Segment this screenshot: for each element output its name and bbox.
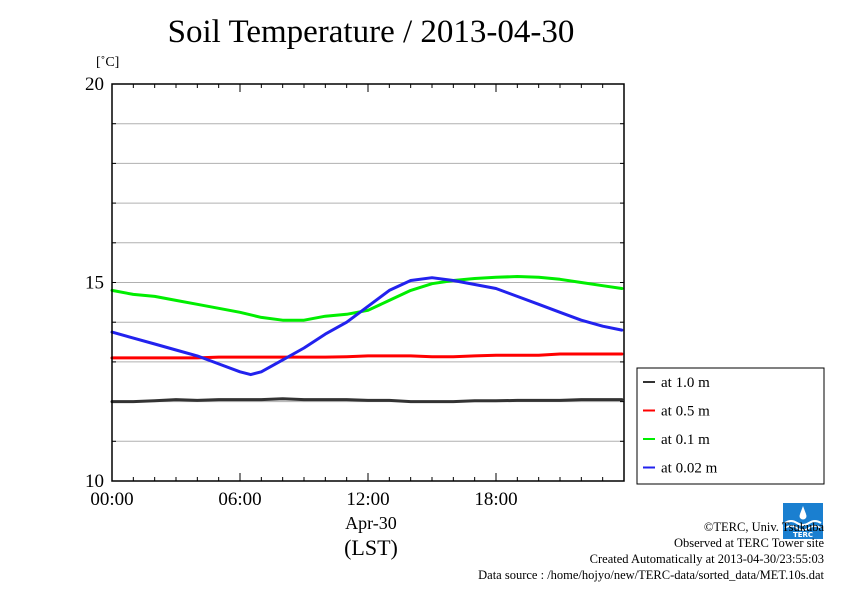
logo-text: TERC [793,531,813,539]
legend-label: at 1.0 m [661,375,710,391]
x-tick-label: 18:00 [474,489,517,510]
credit-data-source: Data source : /home/hojyo/new/TERC-data/… [478,568,824,582]
legend-box [636,367,825,485]
credit-copyright: ©TERC, Univ. Tsukuba [703,520,824,534]
x-tick-label: 00:00 [90,489,133,510]
x-tick-label: 12:00 [346,489,389,510]
x-tick-label: 06:00 [218,489,261,510]
terc-logo-icon: TERC [783,503,823,539]
legend-label: at 0.02 m [661,461,718,477]
series-line-2 [110,352,624,360]
plot-frame [111,83,625,482]
legend-label: at 0.1 m [661,432,710,448]
y-tick-label: 10 [85,471,104,492]
series-line-1 [110,397,624,404]
x-axis-timezone-label: (LST) [344,535,398,560]
x-axis-date-label: Apr-30 [345,513,397,533]
series-line-4 [110,276,624,377]
y-tick-label: 15 [85,273,104,294]
chart-title: Soil Temperature / 2013-04-30 [167,14,575,50]
credit-created: Created Automatically at 2013-04-30/23:5… [589,552,824,566]
series-line-3 [110,275,624,322]
y-axis-unit-label: [˚C] [96,55,120,70]
legend-label: at 0.5 m [661,404,710,420]
y-tick-label: 20 [85,74,104,95]
credits-block: ©TERC, Univ. Tsukuba Observed at TERC To… [478,519,824,583]
credit-observed-site: Observed at TERC Tower site [673,536,824,550]
